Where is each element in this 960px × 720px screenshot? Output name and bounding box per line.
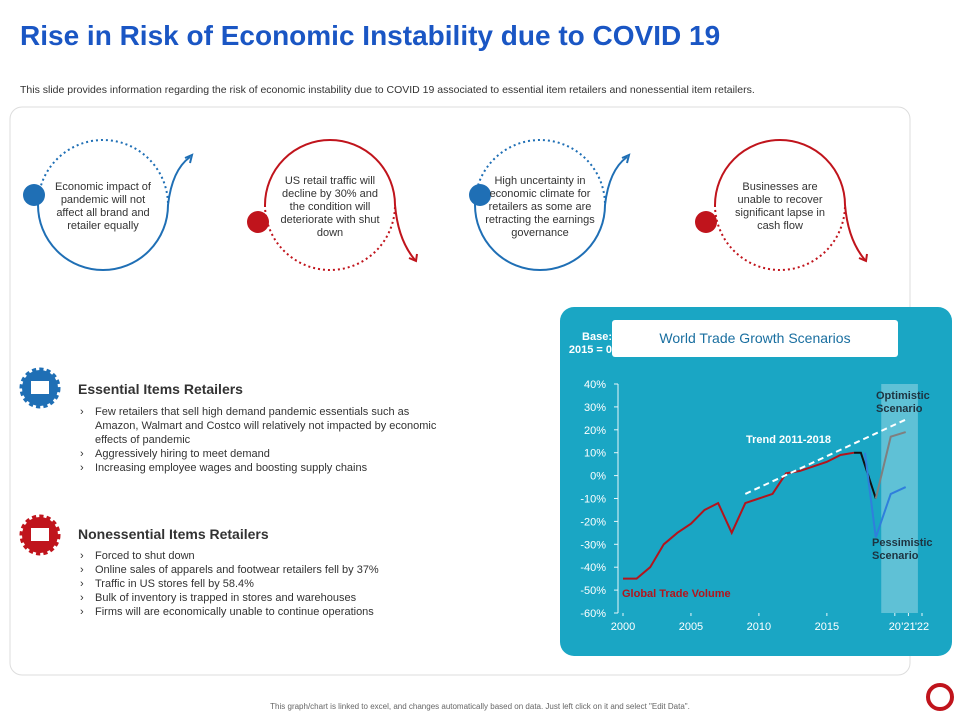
highlight-band [881,384,918,613]
icon-glyph [31,528,49,541]
section-heading: Nonessential Items Retailers [78,526,269,542]
y-tick-label: -40% [580,562,606,574]
series-line [863,452,907,538]
icon [469,184,491,206]
y-tick-label: -60% [580,608,606,620]
title: Rise in Risk of Economic Instability due… [20,20,721,51]
icon [695,211,717,233]
bullet: Bulk of inventory is trapped in stores a… [78,591,448,605]
series-label: Pessimistic Scenario [872,537,933,562]
arrow [408,253,418,263]
icon [23,184,45,206]
series-line [874,431,906,499]
y-tick-label: -20% [580,516,606,528]
series-label: Trend 2011-2018 [746,434,832,446]
card-text: High uncertainty in economic climate for… [485,175,595,239]
subtitle: This slide provides information regardin… [20,84,755,96]
y-tick-label: -30% [580,539,606,551]
x-tick-label: 2010 [747,621,771,633]
bullet: Few retailers that sell high demand pand… [78,405,448,447]
bullet: Increasing employee wages and boosting s… [78,461,448,475]
card-text: Economic impact of pandemic will not aff… [55,181,151,232]
chart-title-box [612,320,898,357]
y-tick-label: -10% [580,494,606,506]
card-text: Businesses are unable to recover signifi… [735,181,825,232]
bullet: Aggressively hiring to meet demand [78,447,448,461]
series-line [623,451,855,580]
series-label: Global Trade Volume [622,588,731,600]
arrow [621,153,631,164]
y-tick-label: 30% [584,402,606,414]
y-tick-label: 0% [590,471,606,483]
arc [714,204,846,271]
base-note: Base: 2015 = 0 [568,331,612,356]
arc [264,204,396,271]
x-tick-label: 2005 [679,621,703,633]
bullet: Online sales of apparels and footwear re… [78,563,448,577]
chart-title: World Trade Growth Scenarios [659,330,851,346]
arrow [858,253,868,263]
section-heading: Essential Items Retailers [78,381,243,397]
arc [37,139,169,206]
bullet: Forced to shut down [78,549,448,563]
footer: This graph/chart is linked to excel, and… [270,702,690,711]
arc [474,139,606,206]
arc [474,156,628,271]
y-tick-label: 10% [584,448,606,460]
y-tick-label: -50% [580,585,606,597]
bullet-list: Few retailers that sell high demand pand… [78,405,448,475]
x-tick-label: '22 [915,621,929,633]
series-line [854,451,877,499]
bullet: Traffic in US stores fell by 58.4% [78,577,448,591]
chart-panel [560,307,952,656]
card-text: US retail traffic will decline by 30% an… [280,175,380,239]
icon-glyph [31,381,49,394]
x-tick-label: 20 [889,621,901,633]
bullet: Firms will are economically unable to co… [78,605,448,619]
logo [926,683,954,711]
arc [714,139,866,261]
x-tick-label: 2000 [611,621,635,633]
series-label: Optimistic Scenario [876,390,930,415]
x-tick-label: 2015 [815,621,839,633]
icon [247,211,269,233]
y-tick-label: 40% [584,379,606,391]
y-tick-label: 20% [584,425,606,437]
arrow [184,153,194,164]
card-arcs [37,139,868,271]
bullet-list: Forced to shut downOnline sales of appar… [78,549,448,619]
arc [37,156,191,271]
x-tick-label: '21 [901,621,915,633]
arc [264,139,416,261]
